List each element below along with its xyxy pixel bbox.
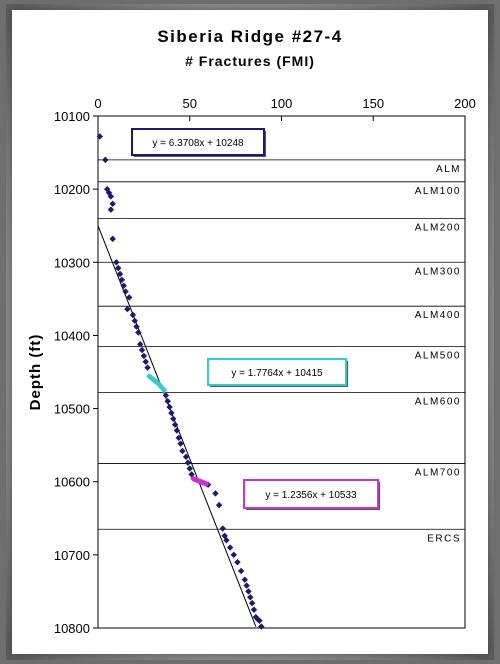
data-point <box>241 576 248 583</box>
equation-box <box>207 358 347 386</box>
data-point <box>177 440 184 447</box>
data-point <box>144 364 151 371</box>
data-point <box>96 133 104 140</box>
data-point <box>237 567 245 575</box>
equation-box <box>131 128 265 156</box>
data-point <box>109 200 116 207</box>
data-point <box>131 317 138 324</box>
data-point <box>182 453 190 461</box>
data-point <box>113 259 120 266</box>
data-point <box>256 617 263 624</box>
data-point <box>184 459 192 466</box>
y-tick-label: 10100 <box>54 109 90 124</box>
zone-label: ALM <box>436 164 461 175</box>
x-tick-label: 0 <box>94 96 101 111</box>
x-tick-label: 100 <box>271 96 293 111</box>
data-point <box>179 447 186 455</box>
data-point <box>203 480 210 488</box>
chart-card: Siberia Ridge #27-4 # Fractures (FMI) De… <box>12 10 488 654</box>
y-tick-label: 10500 <box>54 402 90 417</box>
equation-box <box>243 479 379 509</box>
trendline-equation: y = 1.2356x + 10533 <box>265 490 357 501</box>
x-tick-label: 50 <box>183 96 197 111</box>
zone-label: ALM400 <box>415 310 461 321</box>
data-point <box>245 588 252 595</box>
zone-label: ALM700 <box>415 467 461 478</box>
data-point <box>186 465 193 472</box>
data-point <box>166 403 173 411</box>
data-point <box>124 305 131 313</box>
data-point <box>226 544 234 551</box>
data-point <box>122 288 129 295</box>
zone-label: ERCS <box>427 533 461 544</box>
y-tick-label: 10200 <box>54 182 90 197</box>
data-point <box>223 537 230 544</box>
data-point <box>102 156 109 164</box>
data-point <box>107 193 115 200</box>
x-tick-label: 150 <box>362 96 384 111</box>
y-tick-label: 10400 <box>54 328 90 343</box>
data-point <box>138 346 146 354</box>
trendline-equation: y = 1.7764x + 10415 <box>231 368 323 379</box>
data-point <box>109 235 116 243</box>
data-point <box>243 582 250 589</box>
data-point <box>140 352 148 360</box>
data-point <box>247 594 254 601</box>
data-point <box>173 427 181 434</box>
y-tick-label: 10800 <box>54 621 90 636</box>
data-point <box>129 311 137 319</box>
zone-label: ALM600 <box>415 396 461 407</box>
data-point <box>116 270 124 278</box>
data-point <box>120 282 127 289</box>
zone-label: ALM100 <box>415 186 461 197</box>
chart-subtitle: # Fractures (FMI) <box>185 53 315 69</box>
data-point <box>171 421 179 428</box>
data-point <box>250 606 258 613</box>
data-point <box>135 329 142 336</box>
data-point <box>160 387 168 394</box>
data-point <box>142 358 149 365</box>
y-axis-label: Depth (ft) <box>27 334 44 411</box>
data-point <box>125 294 133 301</box>
data-point <box>170 415 177 423</box>
data-point <box>153 379 160 386</box>
data-point <box>234 558 241 566</box>
data-point <box>168 409 175 417</box>
chart-title: Siberia Ridge #27-4 <box>157 27 342 46</box>
y-tick-label: 10600 <box>54 475 90 490</box>
y-tick-label: 10300 <box>54 255 90 270</box>
data-point <box>212 490 219 497</box>
data-point <box>118 276 126 284</box>
trendline-equation: y = 6.3708x + 10248 <box>152 138 244 149</box>
data-point <box>254 616 261 623</box>
fracture-depth-chart: Siberia Ridge #27-4 # Fractures (FMI) De… <box>27 27 476 636</box>
data-point <box>248 599 256 607</box>
zone-label: ALM300 <box>415 266 461 277</box>
data-point <box>258 623 265 630</box>
data-point <box>215 501 223 509</box>
data-point <box>164 398 171 405</box>
data-point <box>133 323 140 330</box>
data-point <box>175 434 182 442</box>
data-point <box>114 264 122 272</box>
zone-label: ALM500 <box>415 350 461 361</box>
y-tick-label: 10700 <box>54 548 90 563</box>
data-point <box>162 392 170 399</box>
zone-label: ALM200 <box>415 222 461 233</box>
data-point <box>107 206 115 213</box>
data-point <box>137 341 144 348</box>
data-point <box>103 185 111 193</box>
data-point <box>230 551 237 559</box>
data-point <box>219 525 226 532</box>
x-tick-label: 200 <box>454 96 476 111</box>
